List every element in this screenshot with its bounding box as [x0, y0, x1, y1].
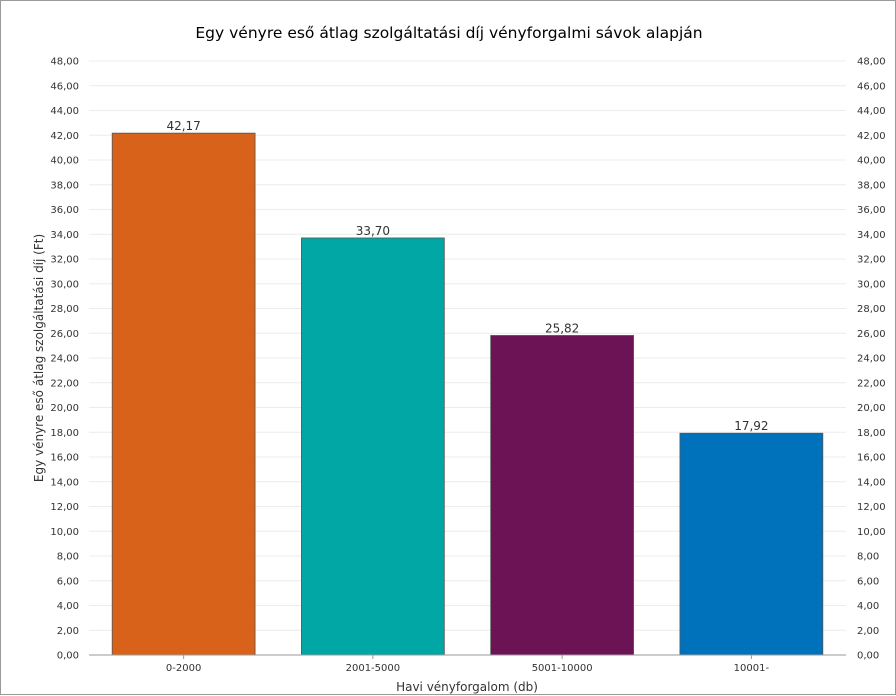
y-axis-left-ticks: 0,00 2,00 4,00 6,00 8,00 10,00 12,00 14,00 16,00… [50, 57, 79, 662]
y-tick-label-left: 36,00 [50, 205, 79, 216]
bar-value-label: 33,70 [356, 224, 390, 238]
y-tick-label-right: 46,00 [857, 81, 886, 92]
x-category-label: 10001- [734, 663, 770, 674]
y-tick-label-right: 34,00 [857, 230, 886, 241]
y-tick-label-right: 14,00 [857, 477, 886, 488]
y-tick-label-right: 18,00 [857, 428, 886, 439]
x-category-label: 2001-5000 [346, 663, 401, 674]
bar-value-label: 42,17 [166, 119, 200, 133]
data-labels: 42,17 33,70 25,82 17,92 [166, 119, 768, 433]
y-tick-label-right: 32,00 [857, 255, 886, 266]
y-tick-label-right: 12,00 [857, 502, 886, 513]
y-tick-label-left: 6,00 [57, 576, 79, 587]
y-tick-label-left: 12,00 [50, 502, 79, 513]
y-tick-label-left: 46,00 [50, 81, 79, 92]
bars [111, 132, 824, 656]
bar [490, 335, 634, 656]
x-axis-title: Havi vényforgalom (db) [396, 680, 538, 694]
y-tick-label-right: 16,00 [857, 453, 886, 464]
y-tick-label-left: 38,00 [50, 180, 79, 191]
y-tick-label-right: 42,00 [857, 131, 886, 142]
bar [679, 432, 824, 656]
y-tick-label-right: 20,00 [857, 403, 886, 414]
bar [301, 237, 445, 656]
y-tick-label-left: 18,00 [50, 428, 79, 439]
y-tick-label-left: 20,00 [50, 403, 79, 414]
y-tick-label-right: 26,00 [857, 329, 886, 340]
chart-title: Egy vényre eső átlag szolgáltatási díj v… [195, 24, 702, 42]
y-tick-label-right: 2,00 [857, 626, 879, 637]
axes [89, 654, 846, 659]
y-tick-label-right: 30,00 [857, 279, 886, 290]
y-tick-label-left: 28,00 [50, 304, 79, 315]
y-tick-label-right: 38,00 [857, 180, 886, 191]
y-tick-label-right: 4,00 [857, 601, 879, 612]
y-tick-label-right: 44,00 [857, 106, 886, 117]
y-tick-label-left: 0,00 [57, 651, 79, 662]
y-tick-label-right: 10,00 [857, 527, 886, 538]
y-tick-label-left: 42,00 [50, 131, 79, 142]
y-tick-label-left: 34,00 [50, 230, 79, 241]
y-tick-label-left: 10,00 [50, 527, 79, 538]
y-tick-label-right: 6,00 [857, 576, 879, 587]
y-tick-label-left: 4,00 [57, 601, 79, 612]
bar-value-label: 25,82 [545, 321, 579, 335]
y-tick-label-left: 16,00 [50, 453, 79, 464]
y-tick-label-left: 8,00 [57, 552, 79, 563]
y-tick-label-left: 30,00 [50, 279, 79, 290]
y-tick-label-right: 0,00 [857, 651, 879, 662]
y-tick-label-left: 32,00 [50, 255, 79, 266]
y-tick-label-right: 28,00 [857, 304, 886, 315]
y-tick-label-right: 36,00 [857, 205, 886, 216]
bar-value-label: 17,92 [734, 419, 768, 433]
y-axis-title: Egy vényre eső átlag szolgáltatási díj (… [32, 234, 46, 482]
y-tick-label-left: 22,00 [50, 378, 79, 389]
y-tick-label-left: 44,00 [50, 106, 79, 117]
y-tick-label-left: 48,00 [50, 57, 79, 68]
y-tick-label-left: 14,00 [50, 477, 79, 488]
y-tick-label-left: 24,00 [50, 354, 79, 365]
y-tick-label-left: 2,00 [57, 626, 79, 637]
y-tick-label-right: 22,00 [857, 378, 886, 389]
y-axis-right-ticks: 0,00 2,00 4,00 6,00 8,00 10,00 12,00 14,00 16,00… [857, 57, 886, 662]
y-tick-label-left: 26,00 [50, 329, 79, 340]
y-tick-label-right: 24,00 [857, 354, 886, 365]
y-tick-label-right: 8,00 [857, 552, 879, 563]
x-category-label: 0-2000 [166, 663, 201, 674]
y-tick-label-right: 40,00 [857, 156, 886, 167]
bar [111, 132, 256, 656]
y-tick-label-left: 40,00 [50, 156, 79, 167]
y-tick-label-right: 48,00 [857, 57, 886, 68]
x-category-label: 5001-10000 [532, 663, 593, 674]
x-axis-categories: 0-2000 2001-5000 5001-10000 10001- [166, 663, 770, 674]
